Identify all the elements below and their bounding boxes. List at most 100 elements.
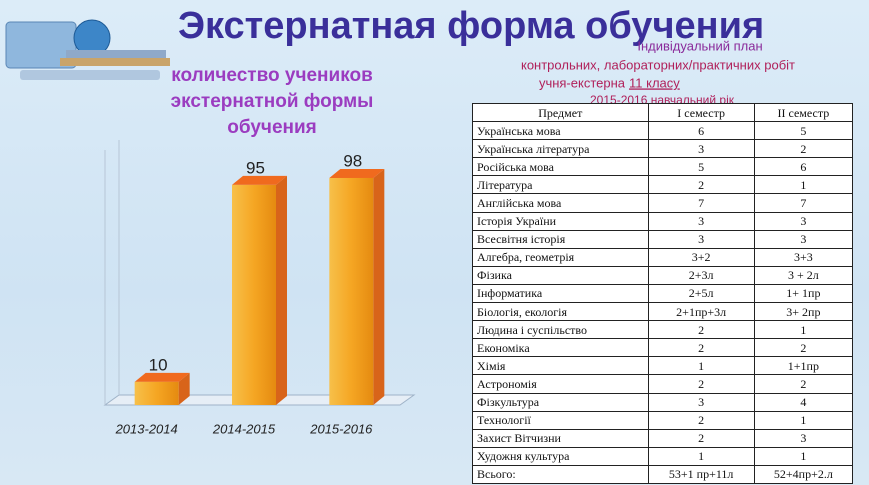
bar-side <box>276 175 287 405</box>
value-cell: 2+3л <box>647 265 755 285</box>
subject-cell: Література <box>472 175 649 195</box>
subject-cell: Астрономія <box>472 374 649 394</box>
value-cell: 2 <box>753 374 854 394</box>
slide-title: Экстернатная форма обучения <box>178 5 764 47</box>
value-cell: 2+1пр+3л <box>647 302 755 322</box>
value-cell: 7 <box>647 193 755 213</box>
table-row: Всесвітня історія 3 3 <box>472 229 854 249</box>
header-cell: ІІ семестр <box>753 102 854 123</box>
bar <box>134 381 179 405</box>
value-cell: 3 <box>647 229 755 249</box>
value-cell: 3 <box>753 211 854 231</box>
table-row: Англійська мова 7 7 <box>472 193 854 213</box>
value-cell: 2 <box>647 320 755 340</box>
subject-cell: Англійська мова <box>472 193 649 213</box>
bar-top <box>329 168 385 178</box>
plan-class: 11 класу <box>629 75 680 90</box>
table-row: Біологія, екологія 2+1пр+3л 3+ 2пр <box>472 302 854 322</box>
value-cell: 52+4пр+2.л <box>753 464 854 484</box>
bar-side <box>178 372 190 405</box>
chart-title: количество учеников <box>171 65 373 86</box>
subject-cell: Хімія <box>472 356 649 376</box>
value-cell: 3 <box>647 392 755 412</box>
plan-table: Предмет І семестр ІІ семестр Українська мов… <box>472 102 854 484</box>
plan-line: контрольних, лабораторних/практичних роб… <box>521 57 795 72</box>
x-tick-label: 2015-2016 <box>309 421 373 436</box>
table-row: Українська література 3 2 <box>472 139 854 159</box>
bar <box>329 177 374 405</box>
table-row: Технології 2 1 <box>472 410 854 430</box>
value-cell: 2 <box>753 338 854 358</box>
value-cell: 1 <box>753 175 854 195</box>
table-row: Інформатика 2+5л 1+ 1пр <box>472 283 854 304</box>
chart-title: экстернатной формы <box>171 91 374 112</box>
value-cell: 2 <box>647 428 755 448</box>
value-cell: 1 <box>753 446 854 466</box>
header-cell: І семестр <box>647 102 755 123</box>
subject-cell: Фізкультура <box>472 392 649 412</box>
value-cell: 3+3 <box>753 247 854 267</box>
value-cell: 5 <box>647 157 755 177</box>
table-header-row: Предмет І семестр ІІ семестр <box>472 102 854 123</box>
subject-cell: Інформатика <box>472 283 649 304</box>
subject-cell: Всесвітня історія <box>472 229 649 249</box>
table-row: Хімія 1 1+1пр <box>472 356 854 376</box>
slide-icon <box>5 19 170 80</box>
value-cell: 6 <box>753 157 854 177</box>
subject-cell: Захист Вітчизни <box>472 428 649 448</box>
table-row: Захист Вітчизни 2 3 <box>472 428 854 448</box>
chart-title: обучения <box>227 117 317 138</box>
subject-cell: Біологія, екологія <box>472 302 649 322</box>
table-row: Художня культура 1 1 <box>472 446 854 466</box>
table-row: Фізкультура 3 4 <box>472 392 854 412</box>
table-row: Всього: 53+1 пр+11л 52+4пр+2.л <box>472 464 854 484</box>
table-row: Людина і суспільство 2 1 <box>472 320 854 340</box>
table-row: Історія України 3 3 <box>472 211 854 231</box>
table-row: Астрономія 2 2 <box>472 374 854 394</box>
table-row: Економіка 2 2 <box>472 338 854 358</box>
value-cell: 3 <box>753 229 854 249</box>
table-row: Російська мова 5 6 <box>472 157 854 177</box>
header-cell: Предмет <box>472 102 649 123</box>
subject-cell: Людина і суспільство <box>472 320 649 340</box>
table-row: Українська мова 6 5 <box>472 121 854 141</box>
value-cell: 2 <box>647 338 755 358</box>
value-cell: 2 <box>753 139 854 159</box>
subject-cell: Алгебра, геометрія <box>472 247 649 267</box>
value-cell: 1+1пр <box>753 356 854 376</box>
subject-cell: Російська мова <box>472 157 649 177</box>
data-label: 98 <box>343 151 362 170</box>
value-cell: 2+5л <box>647 283 755 304</box>
bar-top <box>134 372 190 382</box>
subject-cell: Українська мова <box>472 121 649 141</box>
value-cell: 5 <box>753 121 854 141</box>
value-cell: 2 <box>647 175 755 195</box>
value-cell: 1+ 1пр <box>753 283 854 304</box>
bar-side <box>373 168 385 405</box>
value-cell: 2 <box>647 410 755 430</box>
value-cell: 6 <box>647 121 755 141</box>
subject-cell: Історія України <box>472 211 649 231</box>
x-tick-label: 2013-2014 <box>115 421 178 436</box>
value-cell: 7 <box>753 193 854 213</box>
value-cell: 1 <box>753 410 854 430</box>
value-cell: 1 <box>647 356 755 376</box>
table-row: Література 2 1 <box>472 175 854 195</box>
bar-top <box>232 175 287 185</box>
subject-cell: Технології <box>472 410 649 430</box>
subject-cell: Художня культура <box>472 446 649 466</box>
table-row: Алгебра, геометрія 3+2 3+3 <box>472 247 854 267</box>
value-cell: 3 <box>753 428 854 448</box>
value-cell: 1 <box>753 320 854 340</box>
plan-heading: Індивідуальний план <box>637 38 762 53</box>
value-cell: 3+2 <box>647 247 755 267</box>
subject-cell: Фізика <box>472 265 649 285</box>
table-row: Фізика 2+3л 3 + 2л <box>472 265 854 285</box>
data-label: 10 <box>149 355 168 374</box>
data-label: 95 <box>246 158 265 177</box>
value-cell: 3 <box>647 211 755 231</box>
plan-line: учня-екстерна <box>539 75 626 90</box>
subject-cell: Українська література <box>472 139 649 159</box>
